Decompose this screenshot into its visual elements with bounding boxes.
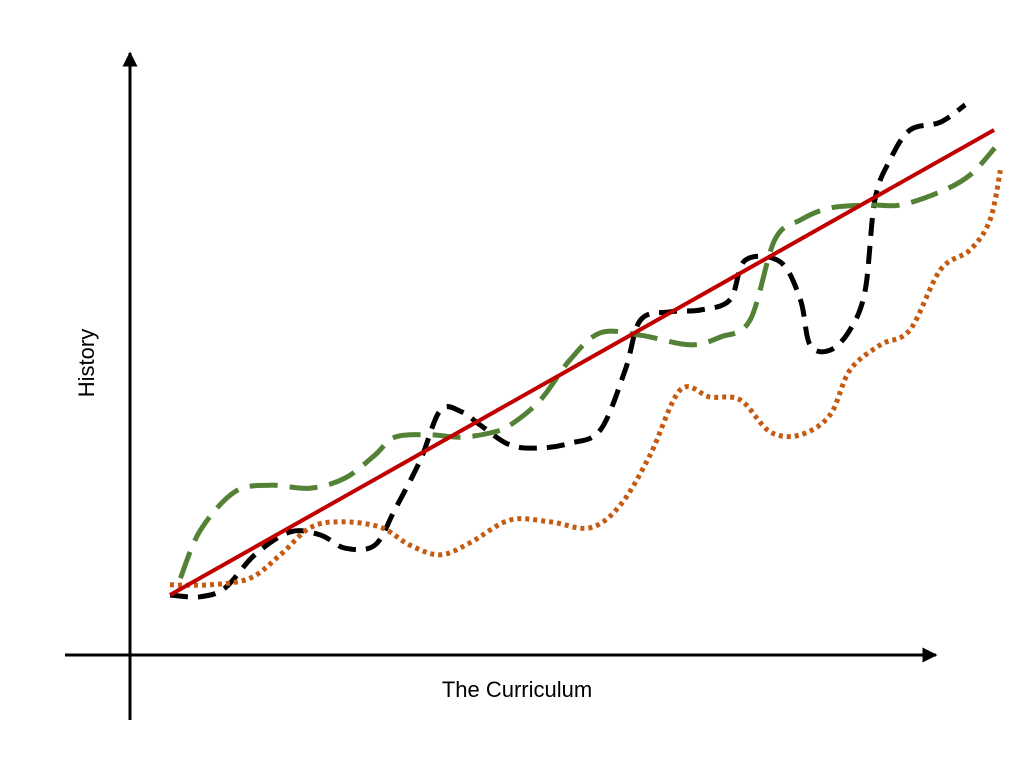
y-axis-label: History <box>74 329 99 397</box>
series-line <box>169 169 1003 588</box>
series-line <box>169 128 995 597</box>
series-line <box>169 102 967 600</box>
x-axis-label: The Curriculum <box>442 677 592 702</box>
series-line <box>178 146 997 580</box>
